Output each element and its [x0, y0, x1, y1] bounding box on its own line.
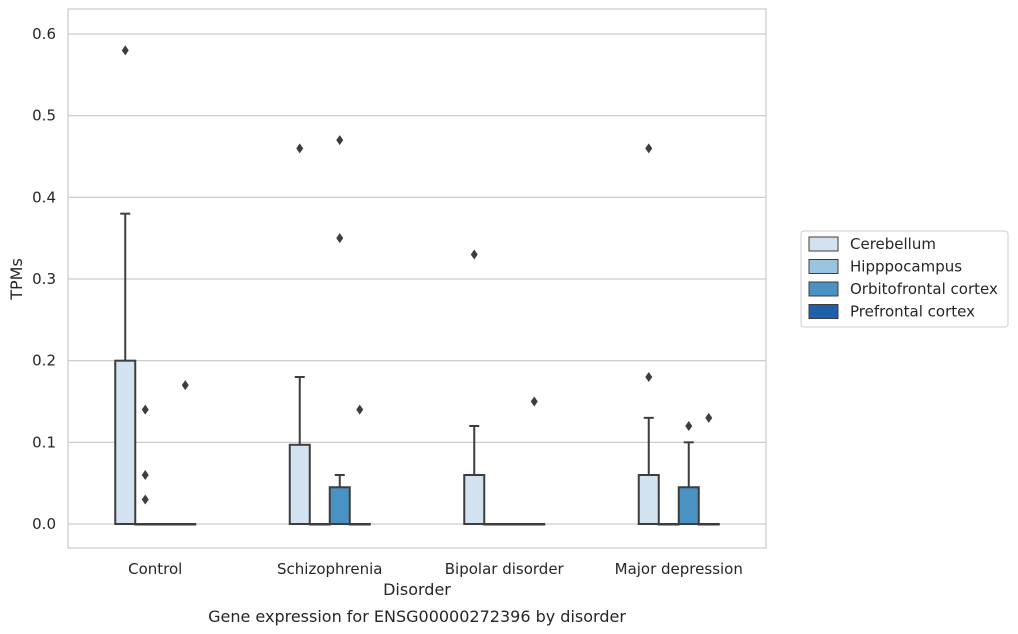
box-group — [503, 523, 526, 526]
legend-swatch — [808, 304, 839, 319]
box — [463, 474, 486, 525]
chart-caption: Gene expression for ENSG00000272396 by d… — [208, 607, 626, 626]
x-tick-label: Major depression — [615, 560, 743, 578]
outlier-point — [336, 135, 344, 146]
box-group — [348, 404, 371, 526]
legend-item-label: Prefrontal cortex — [850, 303, 975, 321]
outlier-point — [470, 249, 478, 260]
legend-item-label: Hipppocampus — [850, 258, 962, 276]
outlier-point — [141, 470, 149, 480]
outlier-point — [141, 494, 149, 505]
legend-frame — [800, 230, 1009, 328]
y-tick-label: 0.3 — [32, 270, 56, 288]
y-tick-label: 0.5 — [32, 107, 56, 125]
box — [328, 486, 351, 525]
x-tick-label: Schizophrenia — [277, 560, 382, 578]
box-group — [637, 143, 660, 525]
y-tick-label: 0.6 — [32, 25, 56, 43]
x-tick-label: Bipolar disorder — [445, 560, 565, 578]
x-tick-label: Control — [128, 560, 182, 578]
x-tick-labels: Control Schizophrenia Bipolar disorder Majo… — [128, 560, 743, 578]
outlier-point — [336, 233, 344, 244]
box-group — [134, 404, 157, 526]
y-tick-label: 0.0 — [32, 515, 56, 533]
x-axis-label: Disorder — [383, 580, 451, 599]
box-group — [697, 412, 720, 526]
box-group — [308, 523, 331, 526]
box-group — [463, 249, 486, 525]
box-group — [677, 421, 700, 525]
box-group — [328, 135, 351, 525]
outlier-point — [685, 421, 693, 431]
box — [637, 474, 660, 525]
y-tick-label: 0.2 — [32, 352, 56, 370]
box-group — [523, 396, 546, 526]
box-group — [174, 380, 197, 526]
outlier-point — [141, 404, 149, 415]
legend-item-label: Cerebellum — [850, 235, 936, 253]
grid-layer — [68, 33, 766, 525]
legend-item-label: Orbitofrontal cortex — [850, 280, 998, 298]
box-group — [288, 143, 311, 525]
plot-frame — [67, 8, 767, 549]
box — [677, 486, 700, 525]
outlier-point — [356, 404, 364, 415]
y-tick-labels: 0.0 0.1 0.2 0.3 0.4 0.5 0.6 — [32, 25, 56, 533]
box-group — [114, 45, 137, 525]
boxes-layer — [114, 45, 720, 526]
y-tick-label: 0.4 — [32, 188, 56, 206]
outlier-point — [181, 380, 189, 391]
outlier-point — [296, 143, 304, 154]
outlier-point — [645, 143, 653, 154]
y-axis-label: TPMs — [7, 258, 26, 301]
box-group — [154, 523, 177, 526]
legend-swatch — [808, 281, 839, 297]
outlier-point — [121, 45, 129, 56]
legend-swatch — [808, 259, 839, 274]
outlier-point — [705, 412, 713, 423]
outlier-point — [645, 372, 653, 382]
box-group — [657, 523, 680, 526]
box — [288, 443, 311, 525]
outlier-point — [530, 396, 538, 407]
y-tick-label: 0.1 — [32, 433, 56, 451]
legend: Cerebellum Hipppocampus Orbitofrontal cort… — [800, 230, 1009, 328]
box-group — [483, 523, 506, 526]
legend-swatch — [808, 236, 839, 252]
box — [114, 359, 137, 525]
